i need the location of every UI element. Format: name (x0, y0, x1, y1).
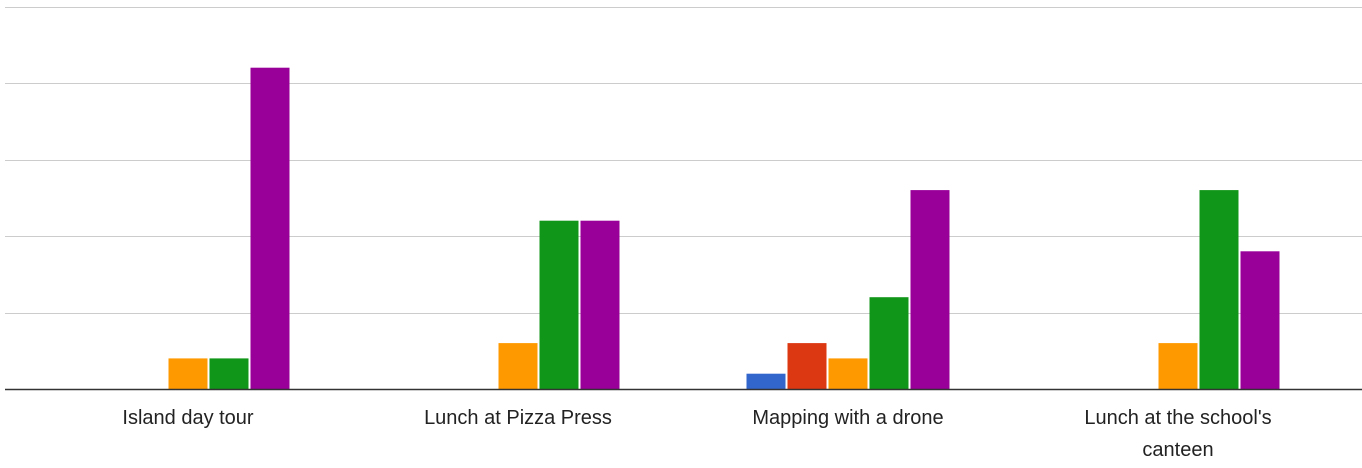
bar (250, 67, 290, 389)
x-tick-label: Lunch at Pizza Press (368, 402, 668, 434)
x-tick-label-line: Island day tour (122, 407, 254, 429)
bar (498, 343, 538, 389)
bar (1199, 190, 1239, 389)
x-tick-label-line: Mapping with a drone (752, 407, 944, 429)
x-tick-label: Lunch at the school's canteen (1028, 402, 1328, 466)
bar (869, 297, 909, 389)
bar (1240, 251, 1280, 389)
bar (1158, 343, 1198, 389)
bar (828, 358, 868, 389)
bar (539, 220, 579, 389)
bar (910, 190, 950, 389)
x-tick-label: Mapping with a drone (698, 402, 998, 434)
x-tick-label: Island day tour (38, 402, 338, 434)
x-tick-label-line: Lunch at the school's (1084, 407, 1272, 429)
x-tick-label-line: canteen (1142, 439, 1214, 461)
bar (580, 220, 620, 389)
bar (209, 358, 249, 389)
bar (746, 373, 786, 389)
bar (168, 358, 208, 389)
x-tick-label-line: Lunch at Pizza Press (424, 407, 612, 429)
bar (787, 343, 827, 389)
